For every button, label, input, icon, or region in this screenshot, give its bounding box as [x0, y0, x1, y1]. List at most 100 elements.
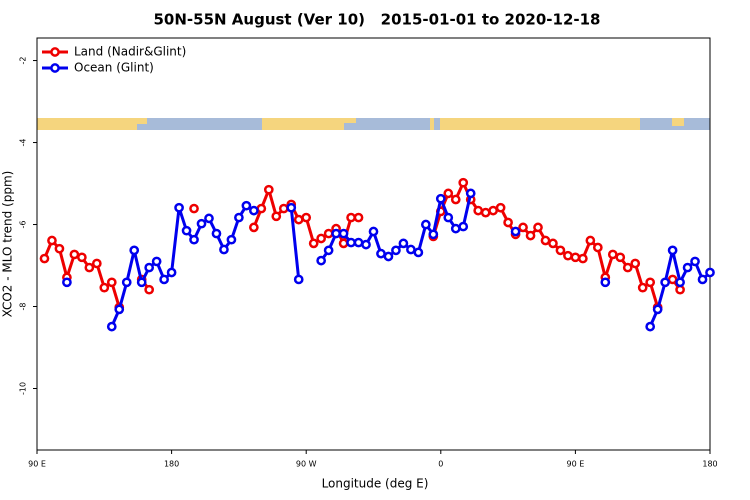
data-point — [316, 233, 327, 244]
data-point — [91, 258, 102, 269]
data-point — [555, 245, 566, 256]
data-point — [570, 252, 581, 263]
y-tick-label: -6 — [19, 221, 28, 229]
data-point — [406, 244, 416, 255]
data-point — [398, 238, 409, 249]
data-point — [353, 212, 364, 223]
data-point — [106, 277, 117, 288]
data-point — [578, 253, 588, 264]
data-point — [675, 284, 685, 295]
data-point — [592, 242, 603, 253]
data-point — [376, 248, 386, 259]
data-point — [181, 225, 192, 236]
data-point — [293, 274, 304, 285]
x-tick-label: 90 E — [28, 460, 46, 469]
data-point — [637, 282, 648, 293]
data-point — [443, 212, 454, 223]
data-point — [346, 212, 356, 223]
data-point — [196, 218, 207, 229]
data-point — [682, 262, 693, 273]
data-point — [219, 244, 229, 255]
y-tick-label: -4 — [19, 139, 28, 147]
data-point — [413, 247, 424, 258]
data-point — [114, 304, 125, 315]
data-point — [428, 229, 439, 240]
x-axis-label: Longitude (deg E) — [322, 477, 429, 491]
data-point — [383, 251, 394, 262]
data-point — [368, 226, 379, 237]
data-point — [331, 228, 341, 239]
data-point — [465, 188, 476, 199]
data-point — [226, 234, 237, 245]
y-axis-label: XCO2 - MLO trend (ppm) — [1, 171, 15, 318]
data-point — [271, 211, 282, 222]
map-strip — [37, 118, 710, 130]
data-point — [293, 214, 304, 225]
data-point — [510, 226, 521, 237]
data-point — [323, 228, 334, 239]
data-point — [263, 184, 274, 195]
data-point — [667, 274, 678, 285]
series-line — [110, 193, 712, 328]
data-point — [690, 256, 700, 267]
legend-marker — [50, 63, 60, 73]
data-point — [630, 258, 641, 269]
data-point — [144, 284, 155, 295]
data-point — [667, 245, 678, 256]
data-point — [69, 249, 80, 260]
data-point — [652, 304, 663, 315]
x-tick-label: 90 W — [296, 460, 317, 469]
data-point — [338, 238, 349, 249]
chart-title: 50N-55N August (Ver 10) 2015-01-01 to 20… — [154, 11, 601, 29]
data-point — [495, 202, 506, 213]
y-tick-label: -10 — [19, 382, 28, 395]
data-point — [316, 255, 327, 266]
x-tick-label: 180 — [702, 460, 717, 469]
x-tick-label: 180 — [164, 460, 179, 469]
data-point — [540, 235, 551, 246]
data-point — [488, 205, 498, 216]
data-point — [435, 193, 446, 204]
data-point — [308, 238, 319, 249]
data-point — [278, 203, 289, 214]
data-point — [450, 223, 461, 234]
data-point — [241, 200, 252, 211]
legend-label: Land (Nadir&Glint) — [74, 45, 186, 59]
data-point — [256, 203, 267, 214]
data-point — [39, 253, 50, 264]
data-point — [166, 267, 177, 278]
data-point — [301, 212, 312, 223]
data-point — [129, 245, 140, 256]
data-point — [548, 238, 558, 249]
data-point — [211, 228, 222, 239]
data-point — [450, 194, 461, 205]
data-point — [525, 230, 536, 241]
data-point — [443, 188, 454, 199]
data-point — [174, 202, 184, 213]
data-point — [503, 217, 513, 228]
legend-marker — [50, 47, 60, 57]
data-point — [645, 277, 656, 288]
data-point — [249, 222, 259, 233]
data-point — [697, 274, 708, 285]
data-point — [705, 267, 715, 278]
data-point — [675, 277, 685, 288]
y-tick-label: -2 — [19, 57, 28, 65]
data-point — [607, 249, 618, 260]
data-point — [84, 262, 95, 273]
x-tick-label: 90 E — [567, 460, 585, 469]
data-point — [47, 235, 57, 246]
data-point — [189, 234, 199, 245]
data-point — [622, 262, 633, 273]
data-point — [77, 252, 87, 263]
data-point — [563, 250, 573, 261]
data-point — [353, 237, 364, 248]
data-point — [151, 256, 162, 267]
data-point — [159, 274, 169, 285]
data-point — [600, 277, 611, 288]
data-point — [286, 202, 297, 213]
data-point — [99, 282, 110, 293]
data-point — [136, 277, 147, 288]
data-point — [645, 321, 656, 332]
